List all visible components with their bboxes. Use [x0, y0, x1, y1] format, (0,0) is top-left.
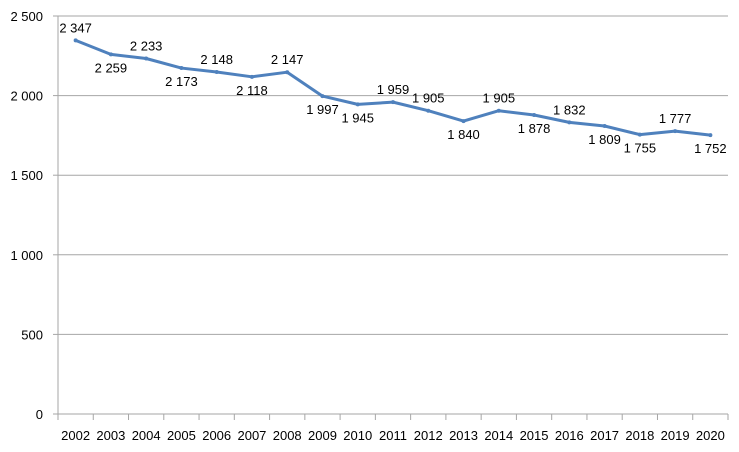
data-label: 2 118 [236, 83, 268, 98]
x-tick-label: 2020 [696, 428, 725, 443]
data-label: 1 945 [341, 110, 374, 125]
x-tick-label: 2006 [202, 428, 231, 443]
x-tick-label: 2012 [414, 428, 443, 443]
x-tick-label: 2015 [520, 428, 549, 443]
x-tick-label: 2013 [449, 428, 478, 443]
data-point [708, 133, 713, 138]
data-point [426, 108, 431, 113]
x-tick-label: 2010 [343, 428, 372, 443]
x-tick-label: 2016 [555, 428, 584, 443]
data-point [179, 66, 184, 71]
data-label: 1 997 [306, 102, 339, 117]
data-point [73, 38, 78, 43]
data-label: 1 959 [377, 82, 410, 97]
y-tick-label: 1 000 [10, 248, 43, 263]
y-tick-label: 2 500 [10, 9, 43, 24]
data-point [249, 74, 254, 79]
data-point [108, 52, 113, 57]
y-tick-label: 1 500 [10, 168, 43, 183]
data-label: 2 173 [165, 74, 198, 89]
x-tick-label: 2008 [273, 428, 302, 443]
data-label: 1 755 [624, 141, 657, 156]
data-point [567, 120, 572, 125]
data-label: 1 878 [518, 121, 551, 136]
x-tick-label: 2019 [661, 428, 690, 443]
data-label: 2 259 [95, 60, 128, 75]
data-label: 2 233 [130, 39, 163, 54]
data-point [214, 70, 219, 75]
x-tick-label: 2009 [308, 428, 337, 443]
series-line [73, 38, 713, 138]
x-tick-label: 2011 [379, 428, 407, 443]
data-point [602, 124, 607, 129]
data-point [673, 129, 678, 134]
x-tick-label: 2014 [484, 428, 513, 443]
y-tick-label: 0 [36, 407, 43, 422]
data-label: 1 752 [694, 141, 727, 156]
data-point [391, 100, 395, 105]
x-axis-tick-labels: 2002 2003 2004 2005 2006 2007 2008 2009 2010 2011… [61, 428, 725, 443]
x-tick-label: 2002 [61, 428, 90, 443]
data-point [144, 56, 149, 61]
x-tick-label: 2007 [237, 428, 266, 443]
x-tick-label: 2017 [590, 428, 619, 443]
data-label: 1 905 [412, 91, 445, 106]
data-point [496, 108, 501, 113]
x-tick-label: 2018 [625, 428, 654, 443]
data-label: 1 832 [553, 102, 586, 117]
gridlines [58, 15, 728, 335]
data-label: 1 905 [483, 91, 516, 106]
data-point [355, 102, 360, 107]
data-label: 1 840 [447, 127, 480, 142]
data-point [320, 94, 325, 99]
data-label: 1 777 [659, 111, 692, 126]
data-label: 2 148 [200, 52, 233, 67]
x-tick-label: 2004 [132, 428, 161, 443]
data-label: 2 347 [59, 20, 92, 35]
data-point [532, 113, 537, 118]
y-tick-label: 500 [21, 327, 43, 342]
data-point [461, 119, 466, 124]
x-tick-label: 2003 [96, 428, 125, 443]
axes [53, 15, 729, 420]
y-axis-tick-labels: 0 500 1 000 1 500 2 000 2 500 [10, 9, 43, 422]
y-tick-label: 2 000 [10, 89, 43, 104]
data-point [285, 70, 290, 75]
data-point [637, 132, 642, 137]
data-label: 2 147 [271, 52, 304, 67]
x-tick-label: 2005 [167, 428, 196, 443]
data-label: 1 809 [588, 132, 621, 147]
